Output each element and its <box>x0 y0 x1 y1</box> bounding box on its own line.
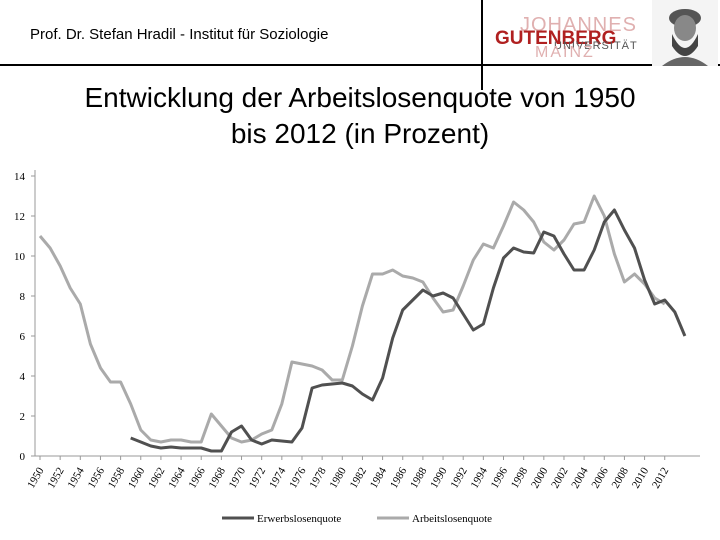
header-vertical-divider <box>481 0 483 90</box>
x-tick-label: 1998 <box>509 465 531 490</box>
legend-label-erwerbslosenquote: Erwerbslosenquote <box>257 513 341 525</box>
x-tick-label: 1956 <box>86 465 108 490</box>
x-tick-label: 1970 <box>227 465 249 490</box>
x-tick-label: 1966 <box>186 465 208 490</box>
header-divider <box>0 64 720 66</box>
x-tick-label: 1964 <box>166 465 188 490</box>
y-tick-label: 6 <box>20 331 26 343</box>
y-tick-label: 8 <box>20 291 26 303</box>
slide-title-line-1: Entwicklung der Arbeitslosenquote von 19… <box>84 82 636 113</box>
x-tick-label: 1988 <box>408 465 430 490</box>
x-tick-label: 1986 <box>388 465 410 490</box>
slide-header: Prof. Dr. Stefan Hradil - Institut für S… <box>0 0 720 66</box>
x-tick-label: 2000 <box>529 465 551 490</box>
x-tick-label: 1976 <box>287 465 309 490</box>
y-tick-label: 14 <box>14 171 26 183</box>
x-tick-label: 2012 <box>650 466 671 491</box>
series-line-erwerbslosenquote <box>130 208 687 453</box>
y-tick-label: 2 <box>20 411 26 423</box>
x-tick-label: 1996 <box>489 465 511 490</box>
logo-line-1: JOHANNES <box>520 14 637 36</box>
x-tick-label: 1994 <box>469 465 491 490</box>
x-tick-label: 2002 <box>549 466 570 491</box>
x-tick-label: 1980 <box>327 465 349 490</box>
x-tick-label: 1982 <box>348 466 369 491</box>
x-tick-label: 2008 <box>610 465 632 490</box>
header-author: Prof. Dr. Stefan Hradil - Institut für S… <box>30 26 329 43</box>
x-tick-label: 1950 <box>25 465 47 490</box>
x-tick-label: 1972 <box>247 466 268 491</box>
gutenberg-portrait-icon <box>652 0 718 66</box>
x-tick-label: 1958 <box>106 465 128 490</box>
y-tick-label: 0 <box>20 451 26 463</box>
x-tick-label: 2010 <box>630 465 652 490</box>
y-tick-label: 12 <box>14 211 25 223</box>
x-tick-label: 1974 <box>267 465 289 490</box>
x-tick-label: 2006 <box>589 465 611 490</box>
x-tick-label: 1968 <box>207 465 229 490</box>
series-line-arbeitslosenquote <box>38 194 666 444</box>
x-tick-label: 1962 <box>146 466 167 491</box>
x-tick-label: 1984 <box>368 465 390 490</box>
x-tick-label: 2004 <box>569 465 591 490</box>
y-tick-label: 10 <box>14 251 26 263</box>
x-tick-label: 1954 <box>66 465 88 490</box>
logo-line-2: GUTENBERG <box>495 28 617 49</box>
x-tick-label: 1978 <box>307 465 329 490</box>
x-tick-label: 1960 <box>126 465 148 490</box>
slide-title-line-2: bis 2012 (in Prozent) <box>230 118 490 149</box>
legend-label-arbeitslosenquote: Arbeitslosenquote <box>412 513 492 525</box>
x-tick-label: 1952 <box>45 466 66 491</box>
x-tick-label: 1990 <box>428 465 450 490</box>
logo-line-3: UNIVERSITÄT <box>554 40 638 52</box>
slide-title: Entwicklung der Arbeitslosenquote von 19… <box>0 80 720 152</box>
y-tick-label: 4 <box>20 371 26 383</box>
logo-line-4: MAINZ <box>535 44 595 61</box>
x-tick-label: 1992 <box>448 466 469 491</box>
university-logo: JOHANNES GUTENBERG UNIVERSITÄT MAINZ <box>492 14 637 66</box>
unemployment-line-chart: 0246810121419501952195419561958196019621… <box>14 170 700 525</box>
